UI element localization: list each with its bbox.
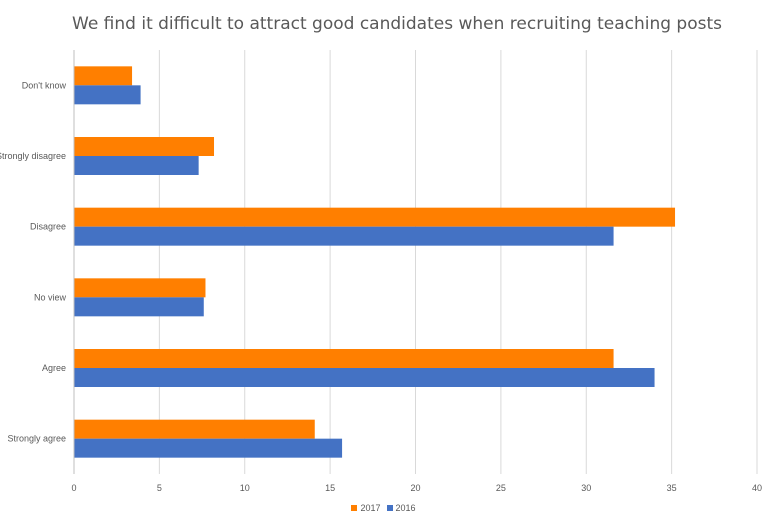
category-label: Strongly disagree bbox=[0, 151, 66, 161]
legend-item: 2016 bbox=[386, 503, 416, 513]
bar-2017 bbox=[74, 207, 676, 227]
x-tick-label: 30 bbox=[581, 483, 591, 493]
bars bbox=[74, 66, 676, 458]
x-tick-label: 25 bbox=[496, 483, 506, 493]
legend-label: 2017 bbox=[360, 503, 381, 513]
labels: 0 5 10 15 20 25 30 35 40 Don't know Strongly disag… bbox=[0, 80, 762, 493]
x-tick-label: 5 bbox=[157, 483, 162, 493]
legend-swatch bbox=[386, 505, 393, 511]
x-tick-label: 0 bbox=[71, 483, 76, 493]
bar-2017 bbox=[74, 419, 315, 439]
category-label: Agree bbox=[42, 363, 66, 373]
bar-2017 bbox=[74, 66, 133, 86]
x-tick-label: 20 bbox=[410, 483, 420, 493]
bar-2016 bbox=[74, 85, 141, 105]
x-tick-label: 35 bbox=[667, 483, 677, 493]
bar-2016 bbox=[74, 297, 204, 317]
bar-2016 bbox=[74, 368, 655, 387]
legend: 2017 2016 bbox=[0, 503, 767, 513]
x-tick-label: 15 bbox=[325, 483, 335, 493]
category-label: Disagree bbox=[30, 222, 66, 232]
category-label: Strongly agree bbox=[7, 434, 66, 444]
gridlines bbox=[158, 50, 758, 474]
category-label: Don't know bbox=[22, 80, 67, 90]
legend-label: 2016 bbox=[395, 503, 416, 513]
category-label: No view bbox=[34, 292, 67, 302]
bar-2017 bbox=[74, 137, 215, 156]
legend-swatch bbox=[351, 505, 358, 511]
bar-2016 bbox=[74, 156, 199, 175]
bar-2017 bbox=[74, 349, 614, 368]
bar-2016 bbox=[74, 438, 343, 458]
bar-2017 bbox=[74, 278, 206, 298]
chart-title: We find it difficult to attract good can… bbox=[72, 14, 722, 34]
x-tick-label: 40 bbox=[752, 483, 762, 493]
legend-item: 2017 bbox=[351, 503, 381, 513]
bar-2016 bbox=[74, 226, 614, 246]
x-tick-label: 10 bbox=[240, 483, 250, 493]
